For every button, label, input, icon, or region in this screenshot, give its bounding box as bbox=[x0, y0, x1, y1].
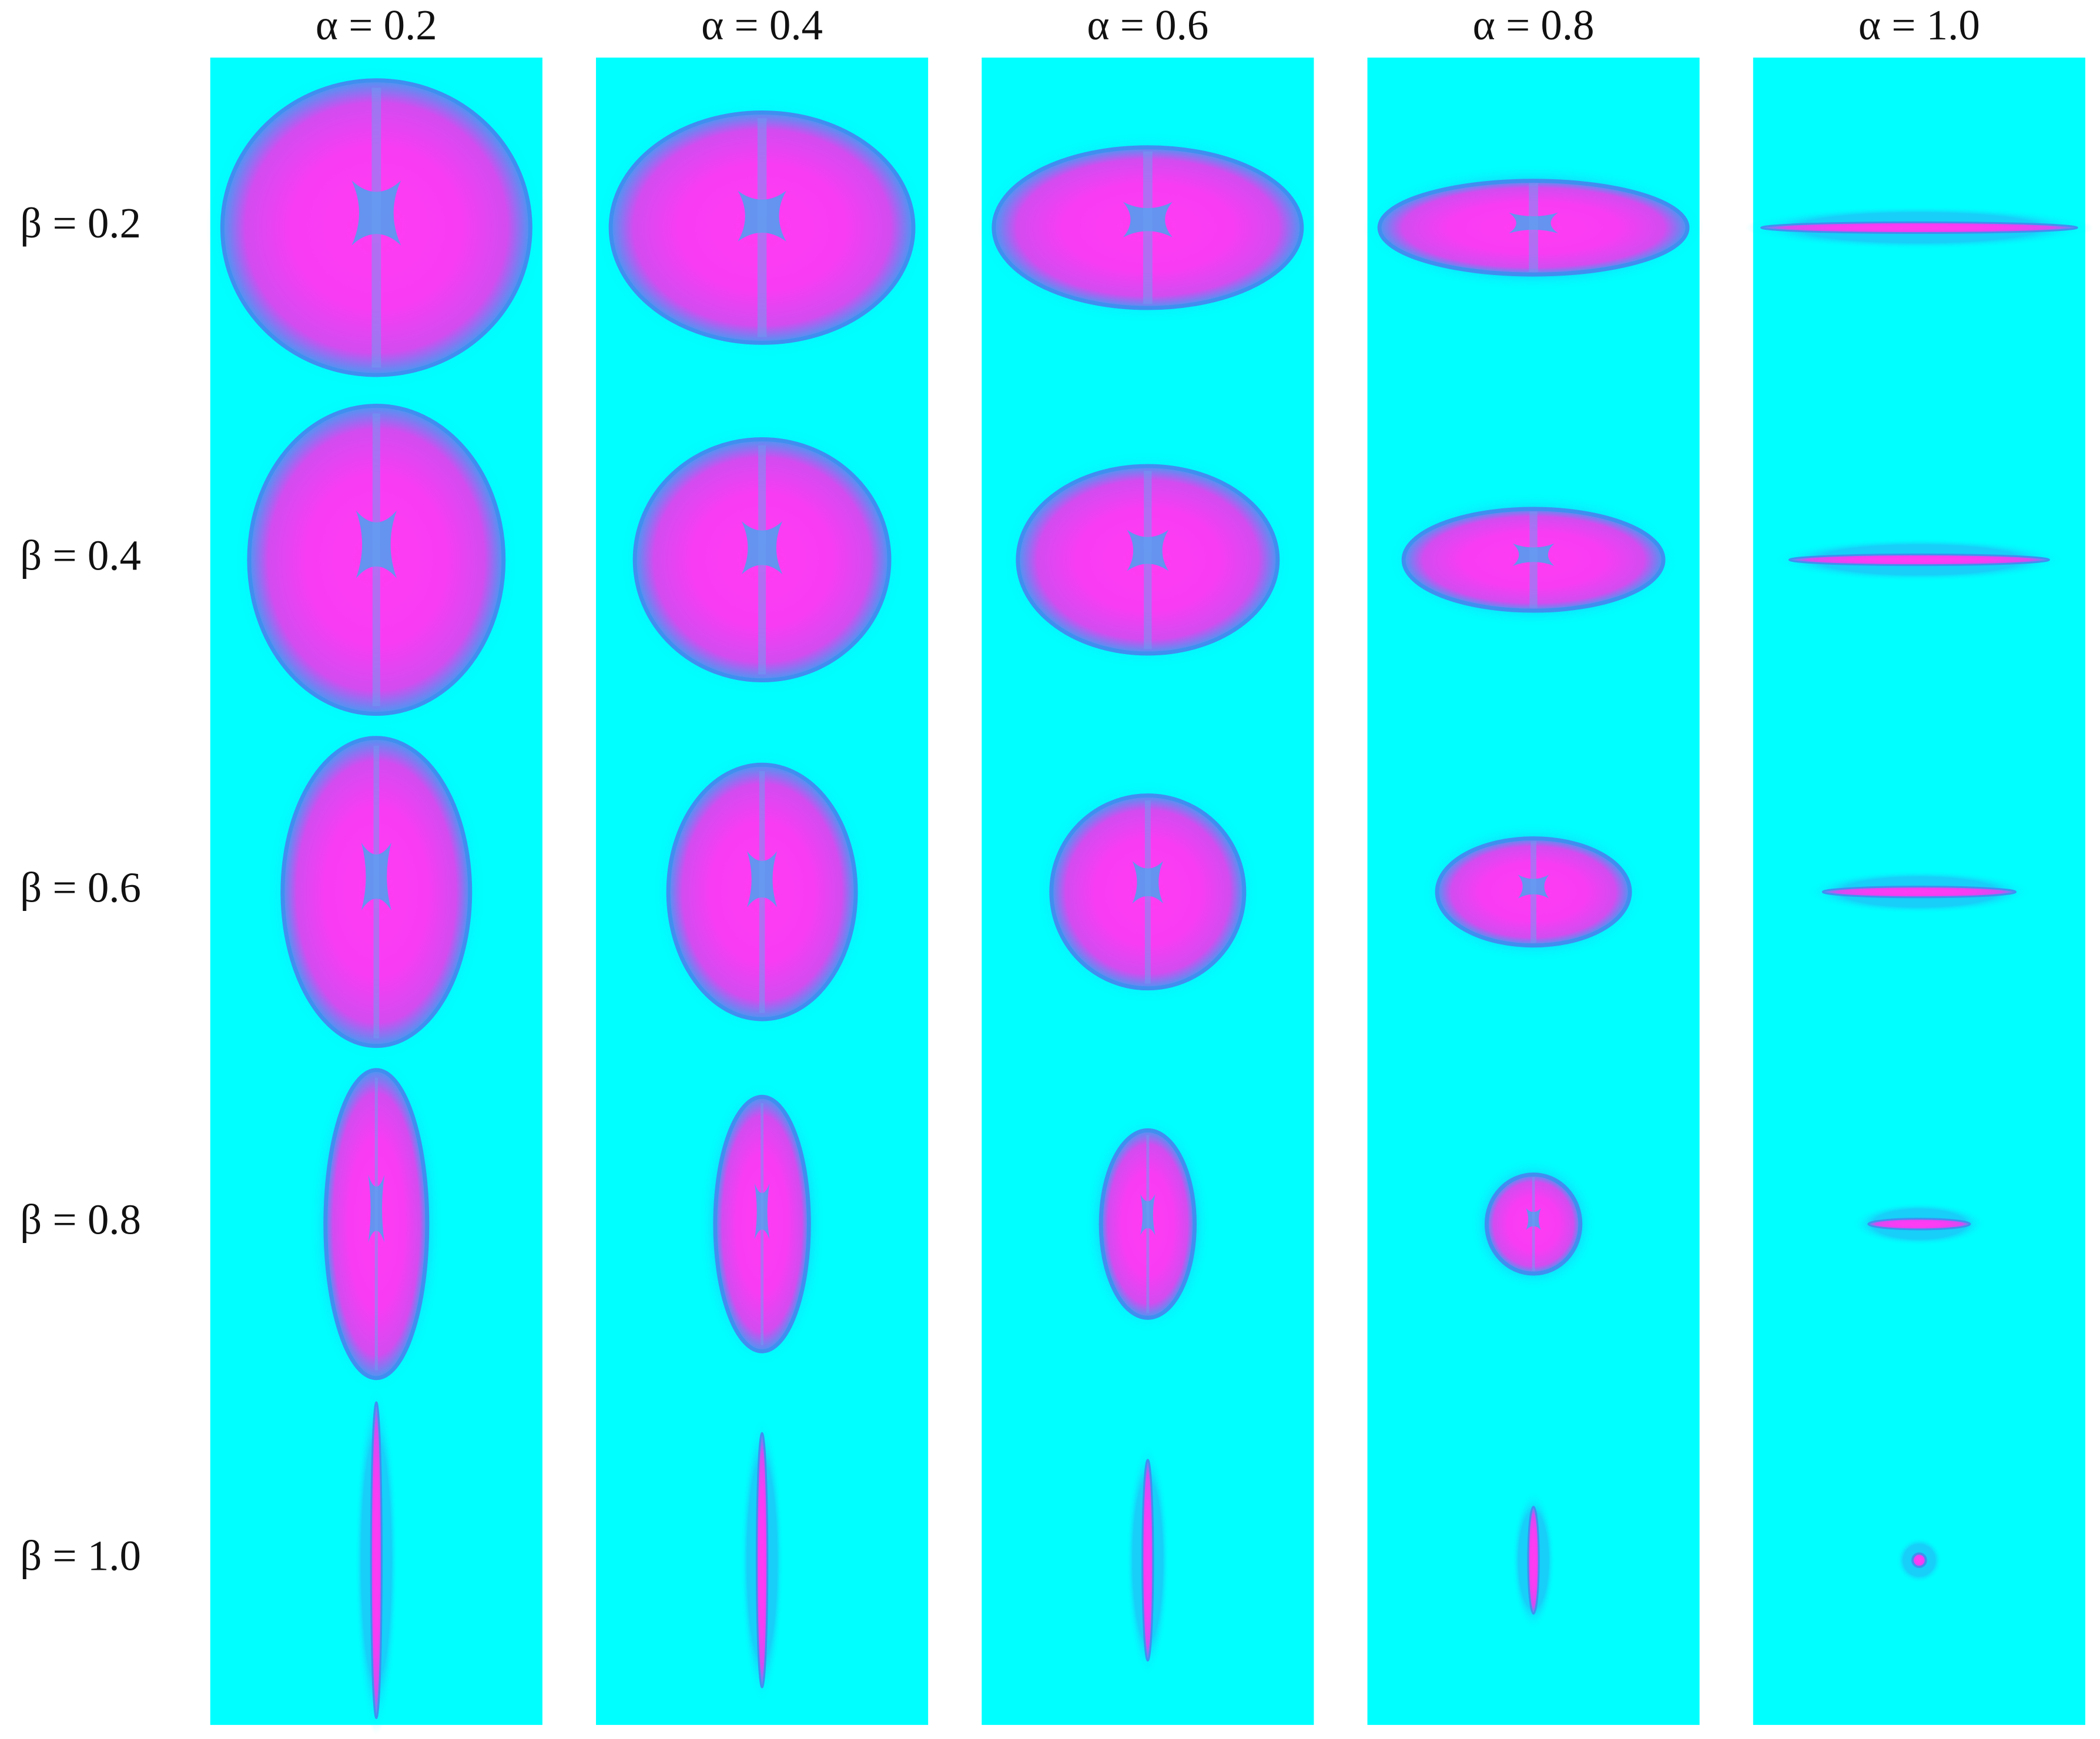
brain-image bbox=[1363, 165, 1704, 291]
brain-slice bbox=[1821, 886, 2017, 899]
brain-image bbox=[233, 390, 520, 730]
row-label: β = 0.8 bbox=[20, 1196, 141, 1244]
brain-image bbox=[1806, 870, 2032, 914]
row-label: β = 0.6 bbox=[20, 863, 141, 911]
brain-slice bbox=[1867, 1218, 1971, 1231]
brain-image bbox=[1745, 206, 2094, 249]
brain-image bbox=[741, 1416, 784, 1704]
brain-slice bbox=[1911, 1552, 1927, 1569]
brain-slice bbox=[1788, 553, 2050, 567]
brain-image bbox=[1421, 822, 1646, 962]
brain-slice bbox=[755, 1432, 769, 1688]
column-header: α = 0.2 bbox=[316, 1, 437, 49]
brain-image bbox=[1387, 492, 1680, 627]
brain-slice bbox=[1527, 1506, 1540, 1615]
brain-image bbox=[1035, 779, 1261, 1005]
brain-image bbox=[206, 64, 547, 391]
column-header: α = 0.4 bbox=[701, 1, 823, 49]
brain-image bbox=[699, 1080, 825, 1368]
brain-slice bbox=[370, 1401, 383, 1720]
column-header: α = 0.8 bbox=[1473, 1, 1595, 49]
brain-image bbox=[1512, 1490, 1555, 1630]
brain-image bbox=[1852, 1202, 1987, 1246]
brain-image bbox=[354, 1386, 398, 1735]
brain-image bbox=[618, 423, 906, 696]
brain-image bbox=[652, 748, 872, 1036]
brain-image bbox=[1896, 1537, 1942, 1583]
brain-image bbox=[1773, 538, 2065, 581]
brain-slice bbox=[1141, 1459, 1154, 1662]
row-label: β = 1.0 bbox=[20, 1532, 141, 1580]
column-header: α = 0.6 bbox=[1087, 1, 1208, 49]
brain-image bbox=[1002, 450, 1294, 670]
row-label: β = 0.4 bbox=[20, 531, 141, 579]
brain-image bbox=[1084, 1114, 1211, 1334]
brain-image bbox=[977, 131, 1318, 324]
brain-image bbox=[1471, 1158, 1597, 1290]
brain-image bbox=[309, 1054, 444, 1395]
brain-image bbox=[1126, 1443, 1170, 1677]
row-label: β = 0.2 bbox=[20, 199, 141, 247]
brain-image bbox=[594, 96, 930, 359]
column-header: α = 1.0 bbox=[1858, 1, 1980, 49]
brain-image bbox=[266, 722, 487, 1063]
brain-slice bbox=[1760, 221, 2078, 234]
